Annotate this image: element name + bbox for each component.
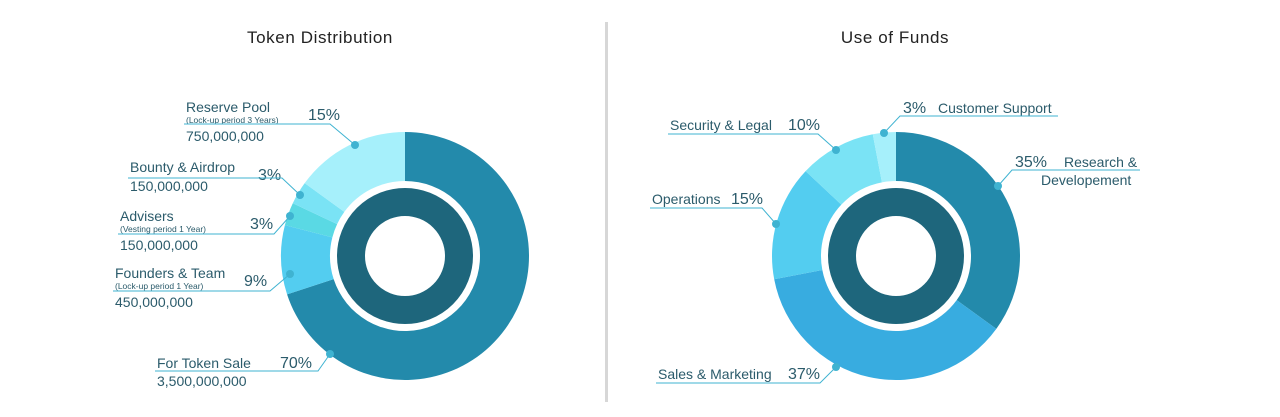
chart-divider (605, 22, 608, 402)
operations-leader (650, 207, 777, 225)
founders-and-team-note: (Lock-up period 1 Year) (115, 281, 204, 291)
operations-percent: 15% (731, 191, 763, 208)
operations-label: Operations (652, 191, 720, 207)
reserve-pool-percent: 15% (308, 107, 340, 124)
token-distribution-slices (281, 132, 529, 380)
slice-advisers (284, 203, 338, 238)
research-and-developement-leader-dot (994, 182, 1002, 190)
advisers-amount: 150,000,000 (120, 237, 198, 253)
security-and-legal-percent: 10% (788, 117, 820, 134)
token-distribution-chart: Token Distribution Reserve Pool(Lock-up … (113, 28, 529, 389)
customer-support-leader-dot (880, 129, 888, 137)
slice-sales-and-marketing (774, 270, 997, 380)
customer-support-percent: 3% (903, 100, 926, 117)
customer-support-leader (883, 115, 1058, 134)
for-token-sale-leader (155, 353, 331, 372)
sales-and-marketing-leader-dot (832, 363, 840, 371)
founders-and-team-percent: 9% (244, 273, 267, 290)
use-of-funds-labels: 3% Customer Support Security & Legal 10% 35%… (650, 100, 1140, 384)
use-of-funds-title: Use of Funds (841, 28, 949, 47)
advisers-leader-dot (286, 212, 294, 220)
sales-and-marketing-label: Sales & Marketing (658, 366, 772, 382)
inner-ring (337, 188, 473, 324)
advisers-percent: 3% (250, 216, 273, 233)
founders-and-team-leader-dot (286, 270, 294, 278)
research-and-developement-percent: 35% (1015, 154, 1047, 171)
slice-for-token-sale (287, 132, 529, 380)
founders-and-team-label: Founders & Team (115, 265, 225, 281)
slice-research-and-developement (896, 132, 1020, 329)
inner-ring (828, 188, 964, 324)
reserve-pool-amount: 750,000,000 (186, 128, 264, 144)
sales-and-marketing-leader (656, 366, 837, 384)
founders-and-team-amount: 450,000,000 (115, 294, 193, 310)
slice-reserve-pool (304, 132, 405, 212)
founders-and-team-leader (113, 273, 291, 292)
sales-and-marketing-percent: 37% (788, 366, 820, 383)
reserve-pool-note: (Lock-up period 3 Years) (186, 115, 279, 125)
bounty-and-airdrop-leader (128, 177, 301, 196)
slice-founders-and-team (281, 225, 334, 295)
slice-bounty-and-airdrop (292, 183, 345, 225)
advisers-note: (Vesting period 1 Year) (120, 224, 206, 234)
bounty-and-airdrop-percent: 3% (258, 167, 281, 184)
slice-customer-support (872, 132, 896, 183)
reserve-pool-leader-dot (351, 141, 359, 149)
operations-leader-dot (772, 220, 780, 228)
advisers-label: Advisers (120, 208, 174, 224)
use-of-funds-chart: Use of Funds 3% Customer Support Security … (650, 28, 1140, 384)
use-of-funds-slices (772, 132, 1020, 380)
for-token-sale-label: For Token Sale (157, 355, 251, 371)
token-distribution-labels: Reserve Pool(Lock-up period 3 Years) 750,… (113, 99, 359, 389)
security-and-legal-label: Security & Legal (670, 117, 772, 133)
security-and-legal-leader-dot (832, 146, 840, 154)
slice-security-and-legal (805, 134, 882, 205)
slice-operations (772, 171, 842, 280)
research-and-developement-leader (997, 169, 1140, 187)
bounty-and-airdrop-leader-dot (296, 191, 304, 199)
security-and-legal-leader (668, 133, 837, 151)
advisers-leader (118, 215, 291, 235)
customer-support-label: Customer Support (938, 100, 1052, 116)
for-token-sale-percent: 70% (280, 355, 312, 372)
bounty-and-airdrop-label: Bounty & Airdrop (130, 159, 235, 175)
research-and-developement-label: Research & Developement (1041, 154, 1138, 188)
for-token-sale-amount: 3,500,000,000 (157, 373, 247, 389)
bounty-and-airdrop-amount: 150,000,000 (130, 178, 208, 194)
token-distribution-title: Token Distribution (247, 28, 393, 47)
reserve-pool-leader (184, 123, 356, 146)
reserve-pool-label: Reserve Pool (186, 99, 270, 115)
for-token-sale-leader-dot (326, 350, 334, 358)
